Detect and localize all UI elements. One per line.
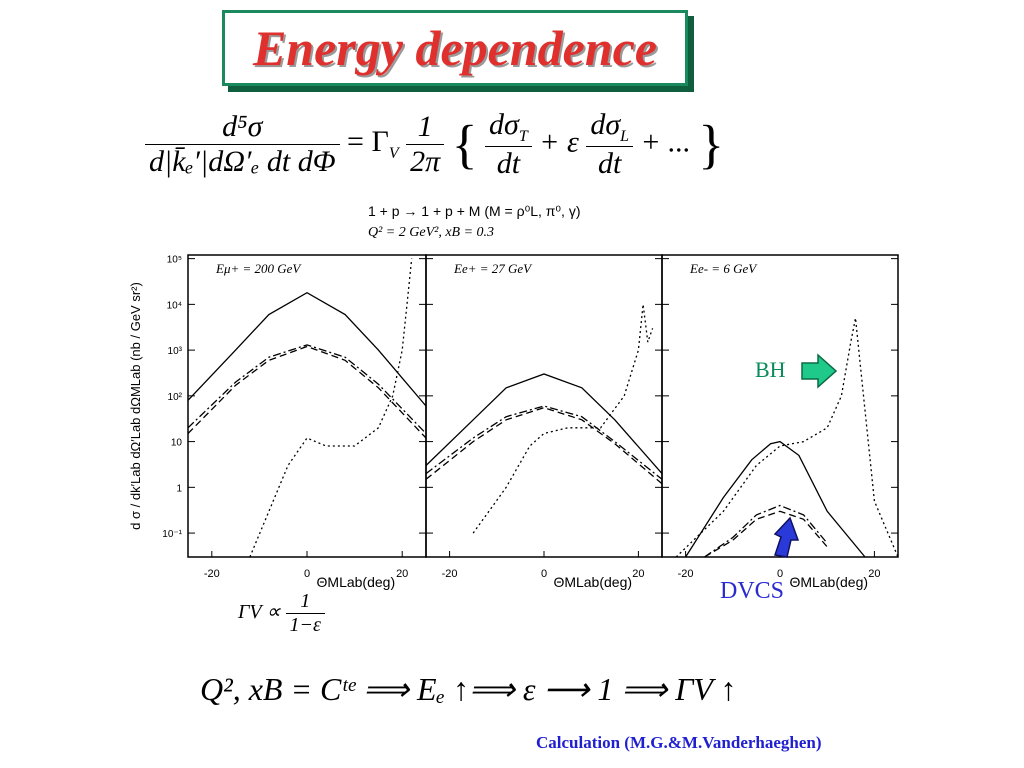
series-line-dashdot [187, 344, 427, 434]
lhs-denominator: d|k̄ₑ′|dΩ′ₑ dt dΦ [149, 145, 336, 178]
x-tick-label: 20 [632, 568, 644, 580]
dvcs-arrow-icon [773, 516, 800, 558]
reaction-line: 1 + p → 1 + p + M (M = ρ⁰L, π⁰, γ) [368, 203, 581, 219]
x-tick-label: -20 [204, 568, 220, 580]
bh-label: BH [755, 357, 786, 382]
gamma-relation-lhs: ΓV ∝ [238, 601, 281, 624]
transverse-dsigma: dσ [489, 108, 519, 141]
x-axis-label: ΘMLab(deg) [789, 574, 868, 590]
transverse-denominator: dt [496, 147, 521, 180]
longitudinal-subscript: L [620, 128, 630, 145]
series-line-dashdot [704, 504, 828, 558]
gamma-subscript: V [388, 145, 399, 163]
series-line-dashed [187, 345, 427, 439]
reaction-text: 1 + p → 1 + p + M (M = ρ⁰L, π⁰, γ) Q² = … [368, 200, 580, 244]
kinematics-line: Q² = 2 GeV², xB = 0.3 [368, 225, 495, 240]
series-line-dashed [425, 407, 663, 485]
y-tick-label: 10³ [168, 346, 183, 357]
x-tick-label: -20 [678, 568, 694, 580]
transverse-numerator: dσT [485, 108, 532, 147]
panel-frame [187, 254, 427, 558]
series-line-dashed [704, 510, 828, 558]
x-axis-label: ΘMLab(deg) [553, 574, 632, 590]
series-line-solid [187, 291, 427, 407]
series-line-dotted [472, 304, 654, 534]
y-tick-label: 1 [176, 483, 182, 494]
y-tick-label: 10⁵ [167, 255, 182, 266]
longitudinal-fraction: dσL dt [586, 108, 634, 181]
cross-section-formula: d⁵σ d|k̄ₑ′|dΩ′ₑ dt dΦ = ΓV 1 2π { dσT dt… [145, 108, 724, 181]
brace-close: } [698, 114, 725, 175]
series-line-dashdot [425, 405, 663, 480]
equals-gamma-symbol: = Γ [347, 125, 389, 159]
footer-equation: Q², xB = Cᵗᵉ ⟹ Eₑ ↑⟹ ε ⟶ 1 ⟹ ΓV ↑ [200, 671, 737, 707]
lhs-numerator: d⁵σ [145, 110, 340, 145]
series-line-solid [425, 373, 663, 475]
brace-open: { [451, 114, 478, 175]
longitudinal-numerator: dσL [586, 108, 634, 147]
bh-arrow-icon [801, 353, 838, 389]
formula-tail: + ... [640, 125, 691, 159]
gamma-relation: ΓV ∝ 1 1−ε [238, 590, 325, 637]
x-tick-label: 0 [777, 568, 783, 580]
slide-title: Energy dependence [252, 20, 658, 76]
longitudinal-dsigma: dσ [590, 108, 621, 141]
transverse-fraction: dσT dt [485, 108, 532, 181]
x-tick-label: 20 [868, 568, 880, 580]
transverse-subscript: T [518, 128, 528, 145]
longitudinal-denominator: dt [598, 147, 622, 180]
y-axis-label: d σ / dk′Lab dΩ′Lab dΩMLab (nb / GeV sr²… [128, 282, 143, 530]
panel-label: Ee- = 6 GeV [689, 261, 758, 276]
y-tick-label: 10 [171, 438, 183, 449]
gamma-relation-numerator: 1 [285, 590, 325, 614]
x-tick-label: -20 [442, 568, 458, 580]
x-axis-label: ΘMLab(deg) [317, 574, 396, 590]
y-tick-label: 10⁻¹ [162, 529, 182, 540]
equals-gamma: = ΓV [347, 125, 399, 162]
prefactor-numerator: 1 [406, 110, 445, 145]
dvcs-label: DVCS [720, 578, 785, 604]
title-box: Energy dependence [222, 10, 688, 86]
y-tick-label: 10⁴ [167, 300, 182, 311]
calculation-credit: Calculation (M.G.&M.Vanderhaeghen) [536, 733, 822, 752]
panel-label: Eμ+ = 200 GeV [215, 261, 302, 276]
series-line-solid [685, 440, 866, 558]
panel-frame [425, 254, 663, 558]
x-tick-label: 20 [396, 568, 408, 580]
x-tick-label: 0 [541, 568, 547, 580]
series-line-dotted [675, 317, 899, 558]
gamma-relation-fraction: 1 1−ε [285, 590, 325, 637]
x-tick-label: 0 [304, 568, 310, 580]
series-line-dotted [249, 258, 413, 558]
y-tick-label: 10² [168, 392, 183, 403]
plus-epsilon: + ε [539, 125, 579, 159]
panel-label: Ee+ = 27 GeV [453, 261, 533, 276]
prefactor-fraction: 1 2π [406, 110, 445, 179]
gamma-relation-denominator: 1−ε [289, 614, 321, 636]
prefactor-denominator: 2π [410, 145, 441, 178]
lhs-fraction: d⁵σ d|k̄ₑ′|dΩ′ₑ dt dΦ [145, 110, 340, 179]
